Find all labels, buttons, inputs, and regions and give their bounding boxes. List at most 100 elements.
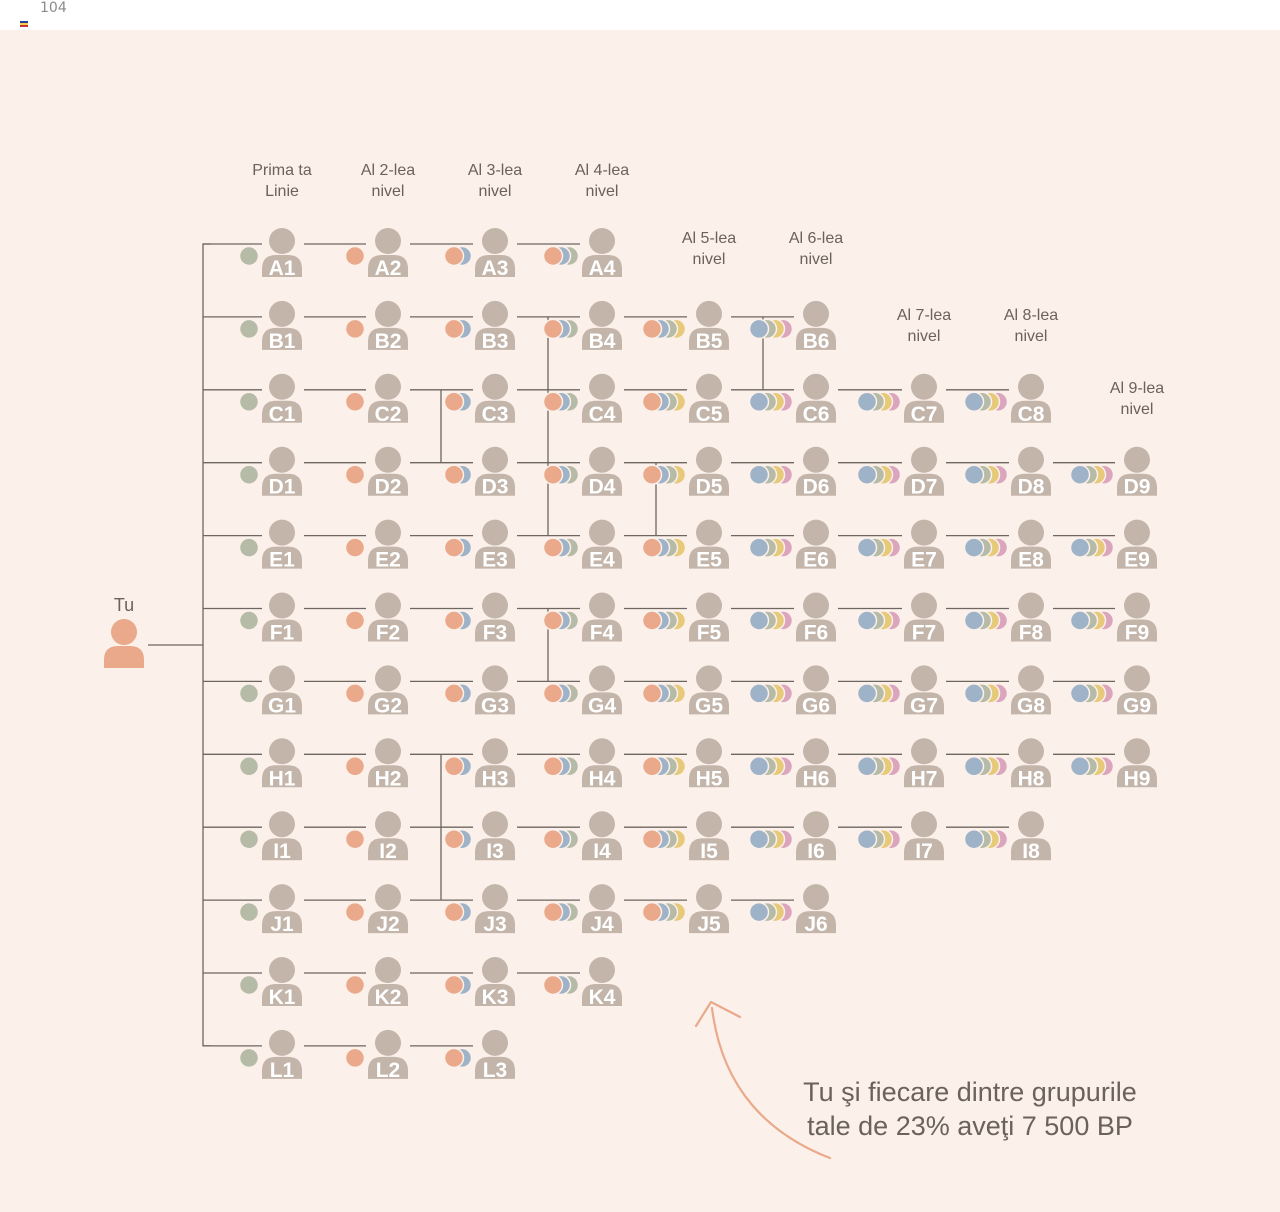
member-node: J6 (796, 884, 836, 936)
member-node: H8 (1011, 738, 1051, 790)
member-label: J4 (590, 913, 614, 936)
member-label: C3 (482, 403, 509, 426)
member-label: H8 (1018, 767, 1045, 790)
person-body (262, 1056, 302, 1079)
member-label: G8 (1017, 694, 1045, 717)
person-body (1011, 400, 1051, 423)
level-dot (344, 974, 366, 996)
person-body (796, 765, 836, 788)
person-body (582, 327, 622, 350)
person-body (475, 619, 515, 642)
member-label: I2 (379, 840, 397, 863)
member-node: H6 (796, 738, 836, 790)
person-body (689, 473, 729, 496)
person-body (262, 255, 302, 277)
level-dot (238, 756, 260, 777)
member-node: B5 (689, 300, 729, 353)
member-label: I8 (1022, 840, 1040, 863)
member-node: J4 (582, 884, 622, 936)
level-dot (641, 318, 663, 340)
level-dot (1069, 610, 1091, 631)
level-dot (1069, 683, 1091, 704)
member-node: J2 (368, 884, 408, 936)
member-label: K1 (269, 986, 296, 1009)
member-node: I7 (904, 811, 944, 863)
member-node: C1 (262, 373, 302, 426)
member-label: D2 (375, 476, 402, 499)
member-label: G9 (1123, 694, 1151, 717)
member-label: J6 (804, 913, 827, 936)
member-label: G1 (268, 694, 296, 717)
level-dot (542, 464, 564, 485)
level-dot (856, 756, 878, 777)
member-node: E4 (582, 519, 622, 572)
member-label: B5 (696, 330, 723, 353)
member-node: F2 (368, 592, 408, 645)
member-node: A4 (582, 228, 622, 280)
person-icon (375, 738, 401, 765)
member-node: H7 (904, 738, 944, 790)
top-bar: 104 (0, 0, 1280, 30)
member-node: D1 (262, 446, 302, 499)
level-label: nivel (908, 328, 941, 345)
member-label: C4 (589, 403, 616, 426)
member-label: B3 (482, 330, 509, 353)
member-node: C8 (1011, 373, 1051, 426)
member-node: B3 (475, 300, 515, 353)
level-label: Al 9-lea (1110, 380, 1164, 397)
person-body (904, 546, 944, 569)
member-node: K3 (475, 957, 515, 1009)
level-dot (748, 391, 770, 413)
person-icon (375, 665, 401, 692)
person-body (796, 546, 836, 569)
person-icon (589, 300, 615, 327)
level-dot (443, 901, 465, 923)
level-dot (641, 537, 663, 558)
person-icon (269, 592, 295, 619)
level-dot (641, 610, 663, 631)
person-icon (1018, 519, 1044, 546)
member-label: L2 (376, 1059, 401, 1082)
level-dot (344, 391, 366, 413)
member-label: I3 (486, 840, 504, 863)
member-label: G3 (481, 694, 509, 717)
member-label: B1 (269, 330, 296, 353)
member-node: C3 (475, 373, 515, 426)
person-body (104, 646, 144, 668)
member-node: J5 (689, 884, 729, 936)
person-icon (589, 811, 615, 838)
member-node: A3 (475, 228, 515, 280)
person-icon (589, 228, 615, 254)
member-node: I4 (582, 811, 622, 863)
member-node: E2 (368, 519, 408, 572)
level-dot (238, 828, 260, 850)
member-node: F9 (1117, 592, 1157, 645)
member-node: K1 (262, 957, 302, 1009)
member-node: K4 (582, 957, 622, 1009)
person-body (262, 327, 302, 350)
level-label: Al 5-lea (682, 230, 736, 247)
member-node: G2 (368, 665, 408, 717)
person-body (1011, 546, 1051, 569)
person-body (689, 911, 729, 934)
level-dot (344, 318, 366, 340)
member-label: A1 (269, 257, 296, 280)
person-body (262, 400, 302, 423)
member-node: F1 (262, 592, 302, 645)
person-body (368, 911, 408, 934)
member-node: B6 (796, 300, 836, 353)
member-label: C8 (1018, 403, 1045, 426)
person-icon (589, 373, 615, 400)
person-icon (911, 373, 937, 400)
person-icon (589, 957, 615, 983)
level-dot (238, 901, 260, 923)
person-icon (269, 1029, 295, 1056)
person-icon (1018, 592, 1044, 619)
level-dot (238, 610, 260, 631)
level-dot (856, 464, 878, 485)
member-node: I5 (689, 811, 729, 863)
connector-lines (148, 243, 1115, 1047)
person-body (689, 619, 729, 642)
member-label: H4 (589, 767, 616, 790)
level-label: Al 2-lea (361, 162, 415, 179)
